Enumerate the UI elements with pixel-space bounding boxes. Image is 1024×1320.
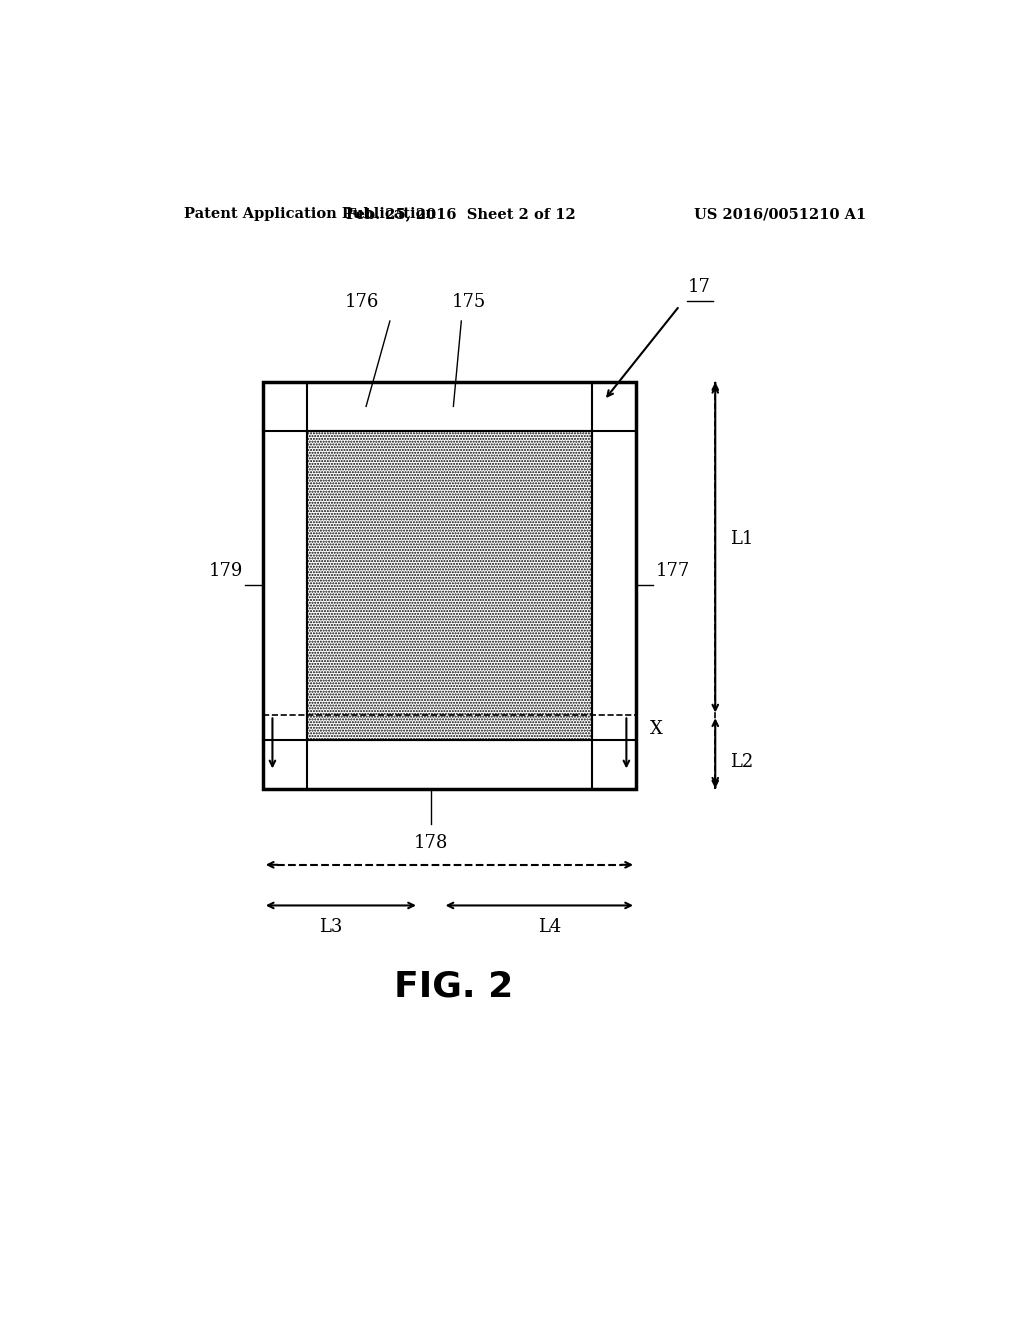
Text: L4: L4 — [538, 917, 561, 936]
Text: 176: 176 — [345, 293, 379, 312]
Bar — [306, 430, 592, 739]
Text: 175: 175 — [453, 293, 486, 312]
Text: X: X — [650, 721, 664, 738]
Bar — [263, 381, 636, 788]
Text: L3: L3 — [319, 917, 343, 936]
Text: FIG. 2: FIG. 2 — [394, 970, 513, 1003]
Text: L2: L2 — [729, 754, 753, 771]
Text: 177: 177 — [655, 562, 690, 581]
Text: Feb. 25, 2016  Sheet 2 of 12: Feb. 25, 2016 Sheet 2 of 12 — [346, 207, 577, 222]
Text: Patent Application Publication: Patent Application Publication — [183, 207, 435, 222]
Bar — [306, 430, 592, 739]
Text: 179: 179 — [209, 562, 243, 581]
Text: 178: 178 — [414, 834, 447, 853]
Text: L1: L1 — [729, 529, 753, 548]
Text: US 2016/0051210 A1: US 2016/0051210 A1 — [694, 207, 866, 222]
Text: 17: 17 — [687, 277, 711, 296]
